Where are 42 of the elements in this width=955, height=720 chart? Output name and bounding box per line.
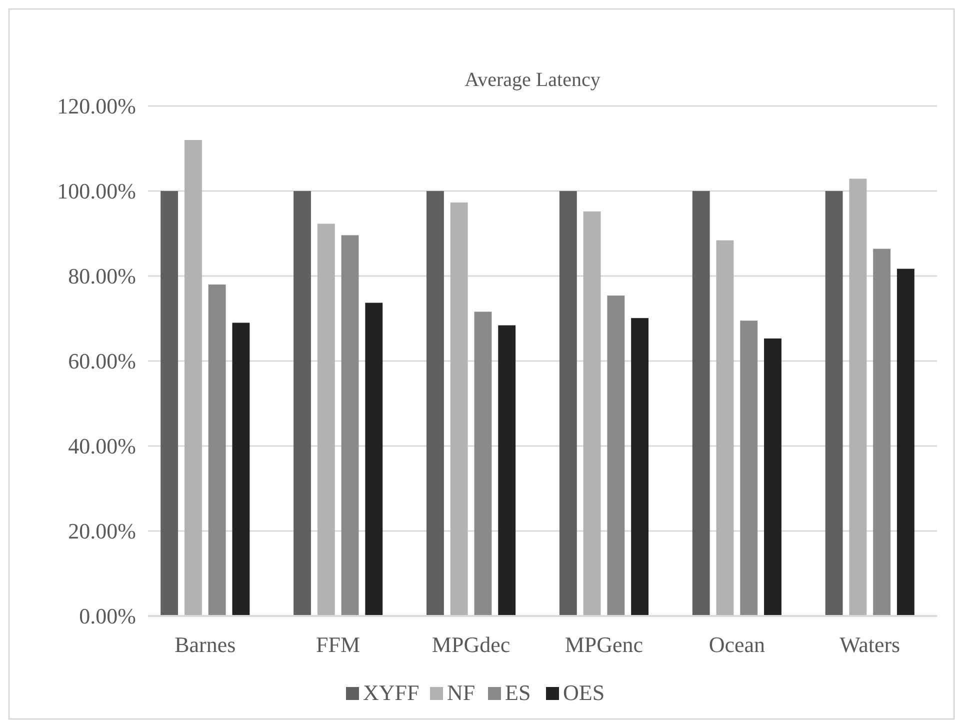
bar	[426, 191, 444, 616]
bar	[559, 191, 577, 616]
bar	[764, 338, 782, 616]
x-tick-label: FFM	[316, 632, 360, 657]
legend-label: ES	[505, 680, 531, 705]
bar	[873, 248, 891, 616]
y-tick-label: 100.00%	[57, 178, 136, 204]
legend-label: NF	[447, 680, 476, 705]
bar	[631, 318, 649, 616]
bar	[716, 240, 734, 616]
y-tick-label: 60.00%	[68, 348, 136, 374]
y-tick-label: 120.00%	[57, 94, 136, 119]
legend-label: XYFF	[363, 680, 420, 705]
chart-title: Average Latency	[464, 69, 600, 91]
bar	[184, 140, 202, 616]
bar	[498, 325, 516, 616]
y-tick-label: 20.00%	[68, 518, 136, 544]
bar	[692, 191, 710, 616]
bar	[341, 235, 359, 616]
bar	[607, 296, 625, 616]
x-tick-label: MPGdec	[432, 632, 510, 657]
bar	[825, 191, 843, 616]
bar	[232, 322, 250, 616]
x-tick-label: Barnes	[174, 632, 236, 657]
x-tick-label: Ocean	[708, 632, 766, 657]
bar	[849, 178, 867, 616]
bar	[583, 211, 601, 616]
y-tick-label: 40.00%	[68, 434, 136, 459]
y-tick-label: 80.00%	[68, 264, 136, 289]
legend-label: OES	[563, 680, 605, 705]
bar	[365, 302, 383, 616]
x-tick-label: MPGenc	[564, 632, 644, 657]
bar	[160, 191, 178, 616]
bar	[896, 268, 914, 616]
bar	[208, 284, 226, 616]
bar	[450, 202, 468, 616]
bar	[474, 312, 492, 616]
x-tick-label: Waters	[840, 632, 900, 657]
y-tick-label: 0.00%	[79, 604, 136, 629]
bar	[294, 191, 311, 616]
bar	[740, 320, 758, 616]
bar	[317, 224, 335, 616]
